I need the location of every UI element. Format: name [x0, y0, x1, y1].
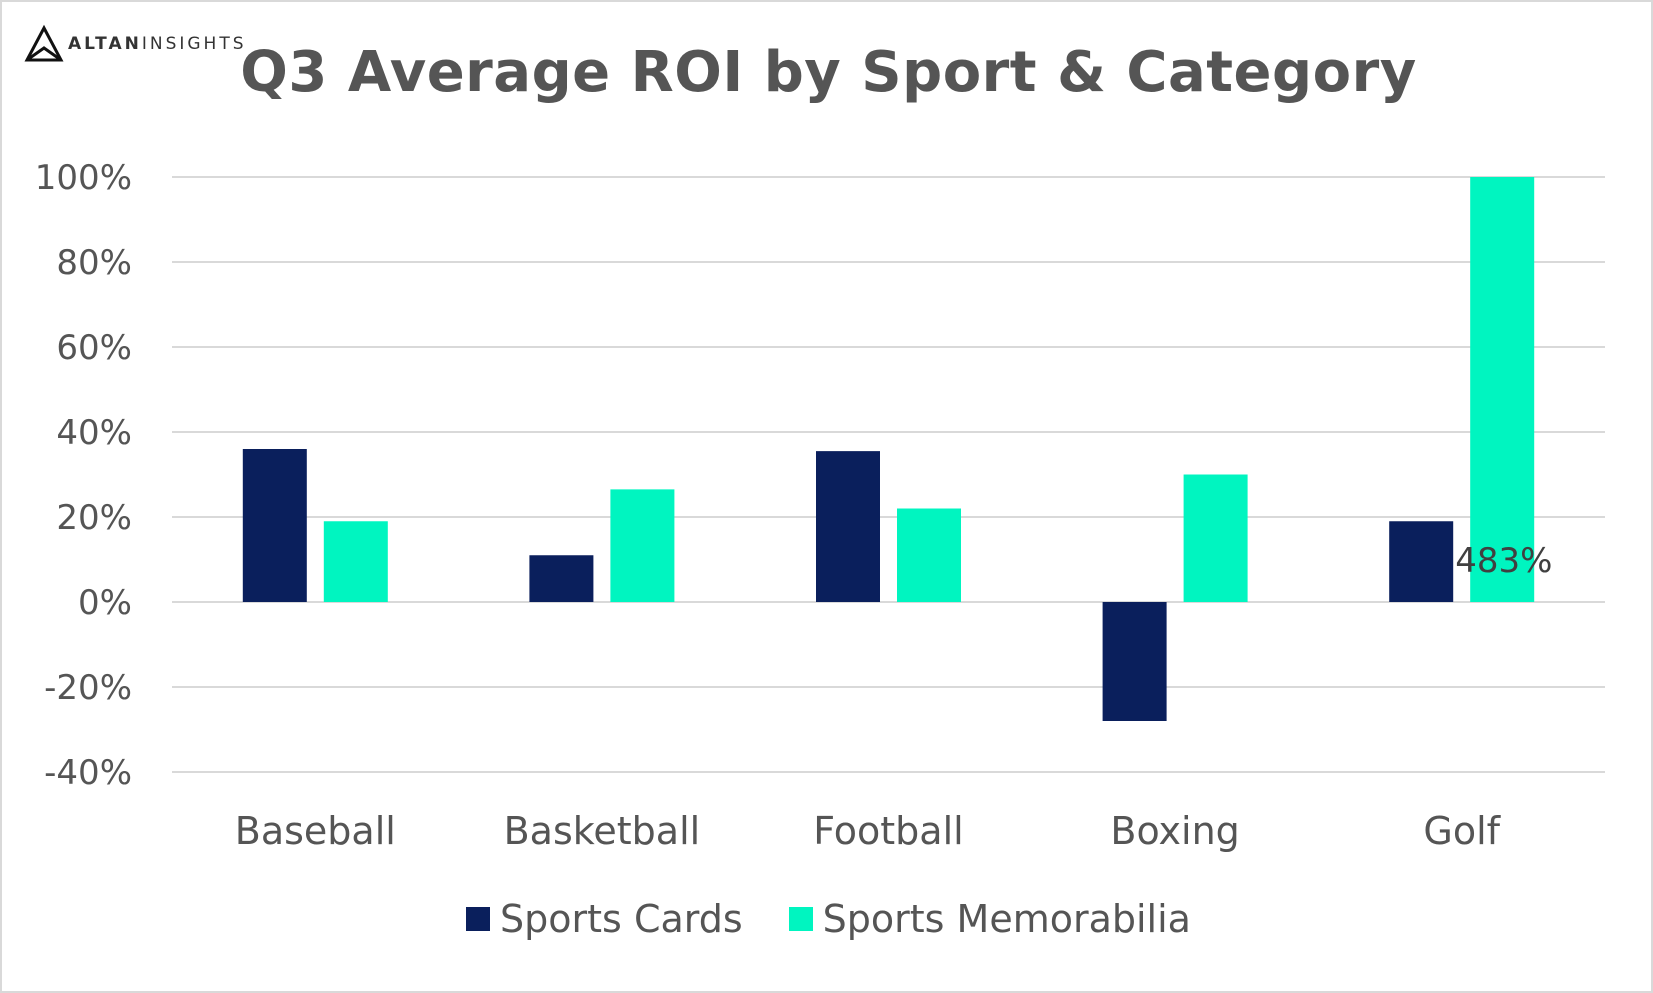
- data-label: 483%: [1455, 541, 1552, 581]
- legend-swatch: [788, 907, 813, 931]
- bar-boxing-sports-cards: [1102, 602, 1167, 721]
- x-category-label: Football: [813, 809, 963, 853]
- y-tick-label: 0%: [78, 583, 132, 623]
- x-category-label: Baseball: [235, 809, 396, 853]
- chart-legend: Sports Cards Sports Memorabilia: [2, 897, 1651, 941]
- legend-item: Sports Memorabilia: [788, 897, 1191, 941]
- legend-label: Sports Memorabilia: [822, 897, 1191, 941]
- y-tick-label: -40%: [44, 753, 132, 793]
- bar-baseball-sports-memorabilia: [323, 521, 388, 602]
- bar-golf-sports-memorabilia: [1470, 177, 1535, 602]
- mountain-logo-icon: [24, 24, 64, 62]
- x-category-label: Golf: [1423, 809, 1501, 853]
- bar-football-sports-cards: [816, 451, 880, 602]
- y-tick-label: 20%: [56, 498, 132, 538]
- legend-label: Sports Cards: [500, 897, 743, 941]
- brand-name-strong: ALTAN: [68, 34, 142, 54]
- y-tick-label: 60%: [56, 328, 132, 368]
- brand-logo: ALTANINSIGHTS: [24, 24, 247, 64]
- legend-swatch: [466, 907, 491, 931]
- brand-name: ALTANINSIGHTS: [68, 34, 247, 54]
- bar-basketball-sports-memorabilia: [610, 489, 675, 602]
- bar-boxing-sports-memorabilia: [1183, 474, 1248, 602]
- bar-basketball-sports-cards: [529, 555, 594, 602]
- y-tick-label: -20%: [44, 668, 132, 708]
- y-tick-label: 40%: [56, 413, 132, 453]
- bar-baseball-sports-cards: [242, 449, 307, 602]
- brand-name-suffix: INSIGHTS: [141, 34, 247, 54]
- chart-title: Q3 Average ROI by Sport & Category: [240, 40, 1417, 105]
- y-tick-label: 100%: [35, 158, 132, 198]
- x-category-label: Basketball: [504, 809, 701, 853]
- x-category-label: Boxing: [1110, 809, 1239, 853]
- y-tick-label: 80%: [56, 243, 132, 283]
- bar-football-sports-memorabilia: [897, 508, 961, 602]
- bar-golf-sports-cards: [1389, 521, 1454, 602]
- legend-item: Sports Cards: [466, 897, 743, 941]
